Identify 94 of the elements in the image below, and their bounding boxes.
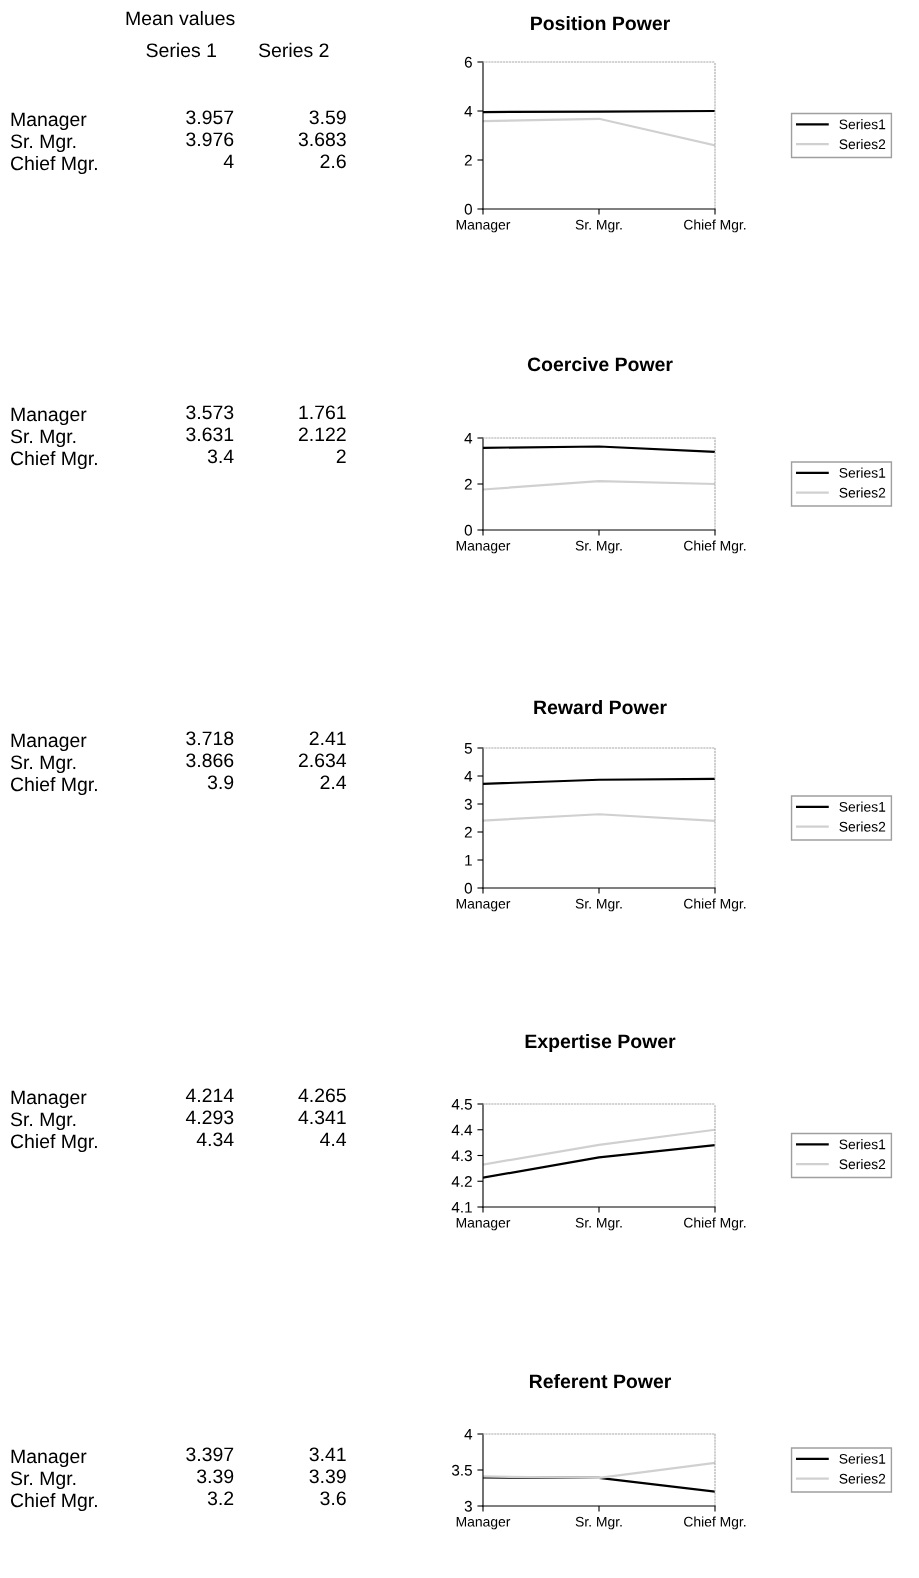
- data-label: 3.39: [309, 1469, 346, 1484]
- chart-title: Position Power: [531, 15, 670, 31]
- x-tick-label: Sr. Mgr.: [575, 898, 622, 912]
- y-tick-label: Manager: [11, 407, 87, 426]
- data-label: 4.4: [320, 1132, 347, 1147]
- y-tick-label: 3.5: [451, 1464, 472, 1476]
- data-label: 1.761: [299, 405, 346, 420]
- x-tick-label: Sr. Mgr.: [575, 1217, 622, 1231]
- legend-label: Series1: [839, 801, 886, 812]
- y-tick-label: Sr. Mgr.: [10, 755, 76, 774]
- y-tick-label: 2: [464, 154, 472, 166]
- data-label: 4.34: [196, 1132, 234, 1147]
- data-label: 3.631: [186, 427, 234, 442]
- y-tick-label: Manager: [11, 733, 87, 752]
- data-label: 4: [223, 154, 234, 169]
- y-tick-label: 2: [464, 478, 472, 490]
- data-label: 3.397: [186, 1447, 234, 1462]
- data-label: 4.341: [298, 1110, 346, 1125]
- legend-label: Series1: [839, 119, 886, 130]
- y-tick-label: 4.5: [451, 1099, 472, 1110]
- legend-label: Series2: [839, 1473, 886, 1484]
- y-tick-label: Chief Mgr.: [10, 450, 97, 470]
- x-tick-label: Sr. Mgr.: [575, 1516, 622, 1530]
- y-tick-label: 4.2: [451, 1176, 472, 1187]
- y-tick-label: 4.3: [451, 1150, 472, 1162]
- y-tick-label: Chief Mgr.: [10, 155, 97, 175]
- legend-label: Series1: [839, 467, 886, 478]
- y-tick-label: 4.4: [451, 1124, 473, 1136]
- chart-title: Expertise Power: [525, 1033, 676, 1053]
- data-label: 3.573: [186, 405, 234, 420]
- data-label: 3.39: [197, 1469, 234, 1484]
- legend-label: Series2: [839, 821, 886, 832]
- x-tick-label: Sr. Mgr.: [575, 219, 622, 233]
- data-label: 2.122: [298, 427, 346, 442]
- data-label: 3.718: [186, 731, 234, 746]
- y-tick-label: 4: [464, 771, 473, 782]
- y-tick-label: 4: [464, 1429, 473, 1440]
- data-label: 3.957: [186, 110, 234, 125]
- data-label: 3.866: [186, 753, 234, 768]
- data-label: 2: [336, 449, 346, 464]
- data-label: 3.683: [298, 132, 346, 147]
- y-tick-label: 0: [464, 524, 472, 536]
- data-label: 3.2: [207, 1491, 234, 1506]
- y-tick-label: 5: [464, 743, 472, 754]
- chart-title: Mean values: [126, 10, 235, 26]
- y-tick-label: 6: [464, 56, 472, 68]
- data-label: 4.293: [185, 1110, 234, 1125]
- y-tick-label: 1: [465, 855, 472, 866]
- y-tick-label: 0: [464, 882, 472, 894]
- x-tick-label: Chief Mgr.: [684, 1516, 746, 1530]
- legend-label: Series2: [839, 487, 886, 498]
- data-label: 4.265: [298, 1088, 346, 1103]
- legend-label: Series1: [839, 1453, 886, 1464]
- legend-label: Series2: [839, 1158, 886, 1170]
- y-tick-label: Chief Mgr.: [10, 1492, 97, 1512]
- data-label: 3.976: [186, 132, 234, 147]
- data-label: 3.41: [309, 1447, 346, 1462]
- data-label: 2.6: [320, 154, 346, 169]
- y-tick-label: Manager: [11, 1090, 87, 1109]
- data-label: 2.634: [298, 753, 347, 768]
- y-tick-label: 4: [464, 433, 473, 444]
- data-label: 3.9: [207, 775, 234, 790]
- x-tick-label: Chief Mgr.: [684, 540, 746, 554]
- chart-title: Referent Power: [529, 1373, 672, 1389]
- data-label: 2.41: [309, 731, 346, 746]
- x-tick-label: Sr. Mgr.: [575, 540, 622, 554]
- x-tick-label: Chief Mgr.: [684, 898, 746, 912]
- y-tick-label: 0: [464, 203, 472, 215]
- y-tick-label: 3: [464, 798, 472, 810]
- data-label: 3.59: [309, 110, 346, 125]
- chart-title: Coercive Power: [527, 356, 673, 372]
- data-label: 3.6: [320, 1491, 346, 1506]
- data-label: 4.214: [185, 1088, 234, 1103]
- y-tick-label: Manager: [11, 1449, 87, 1468]
- x-tick-label: Series 1: [146, 42, 216, 58]
- y-tick-label: Sr. Mgr.: [10, 1112, 76, 1131]
- legend-label: Series2: [839, 138, 886, 150]
- y-tick-label: 4: [464, 106, 473, 117]
- y-tick-label: 4.1: [451, 1202, 472, 1213]
- chart-title: Reward Power: [534, 699, 667, 715]
- y-tick-label: Chief Mgr.: [10, 776, 97, 796]
- y-tick-label: Sr. Mgr.: [10, 429, 76, 448]
- y-tick-label: 3: [464, 1500, 472, 1512]
- x-tick-label: Series 2: [258, 42, 329, 58]
- y-tick-label: Chief Mgr.: [10, 1133, 97, 1153]
- y-tick-label: Manager: [11, 112, 87, 131]
- data-label: 2.4: [320, 775, 347, 790]
- data-label: 3.4: [207, 449, 234, 464]
- y-tick-label: Sr. Mgr.: [10, 134, 76, 153]
- y-tick-label: Sr. Mgr.: [10, 1471, 76, 1490]
- x-tick-label: Chief Mgr.: [684, 1217, 746, 1231]
- legend-label: Series1: [839, 1139, 886, 1150]
- y-tick-label: 2: [464, 826, 472, 838]
- x-tick-label: Chief Mgr.: [684, 219, 746, 233]
